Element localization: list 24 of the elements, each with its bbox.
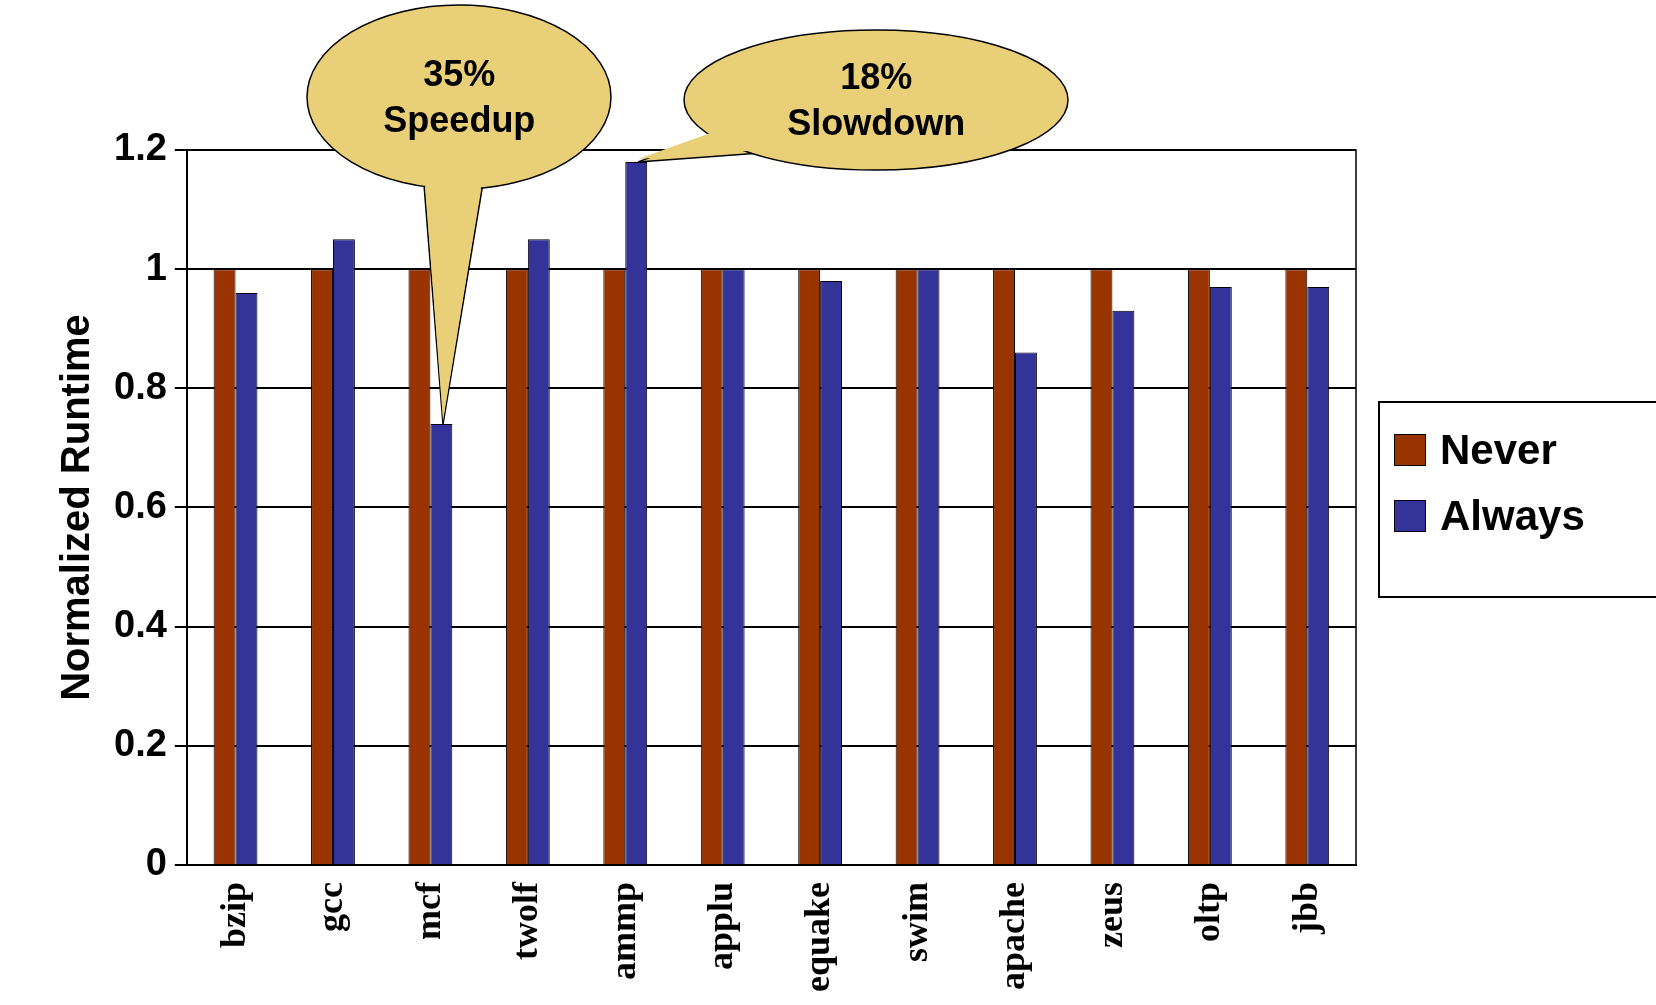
y-tick-label: 1 (145, 245, 167, 288)
x-tick-label: mcf (407, 880, 448, 940)
y-tick-label: 0.2 (114, 722, 167, 765)
x-tick-label: equake (797, 881, 838, 993)
x-tick-label: bzip (212, 881, 253, 949)
x-tick-label: gcc (310, 881, 351, 932)
x-tick-label: jbb (1284, 881, 1325, 936)
y-tick-label: 0.6 (114, 483, 167, 526)
y-tick-label: 0 (145, 841, 167, 884)
y-axis-title: Normalized Runtime (53, 314, 98, 701)
x-tick-label: twolf (505, 880, 546, 960)
x-tick-label: swim (894, 881, 935, 962)
y-tick-label: 0.4 (114, 603, 167, 646)
x-tick-label: applu (699, 881, 740, 971)
x-tick-label: oltp (1187, 881, 1228, 942)
y-tick-label: 0.8 (114, 364, 167, 407)
legend-label: Never (1440, 426, 1557, 474)
y-tick-label: 1.2 (114, 126, 167, 169)
text: 35% Speedup (382, 52, 537, 142)
x-tick-label: zeus (1089, 881, 1130, 948)
text: 18% Slowdown (786, 55, 967, 145)
legend-label: Always (1440, 492, 1585, 540)
x-tick-label: ammp (602, 881, 643, 980)
x-tick-label: apache (992, 881, 1033, 990)
